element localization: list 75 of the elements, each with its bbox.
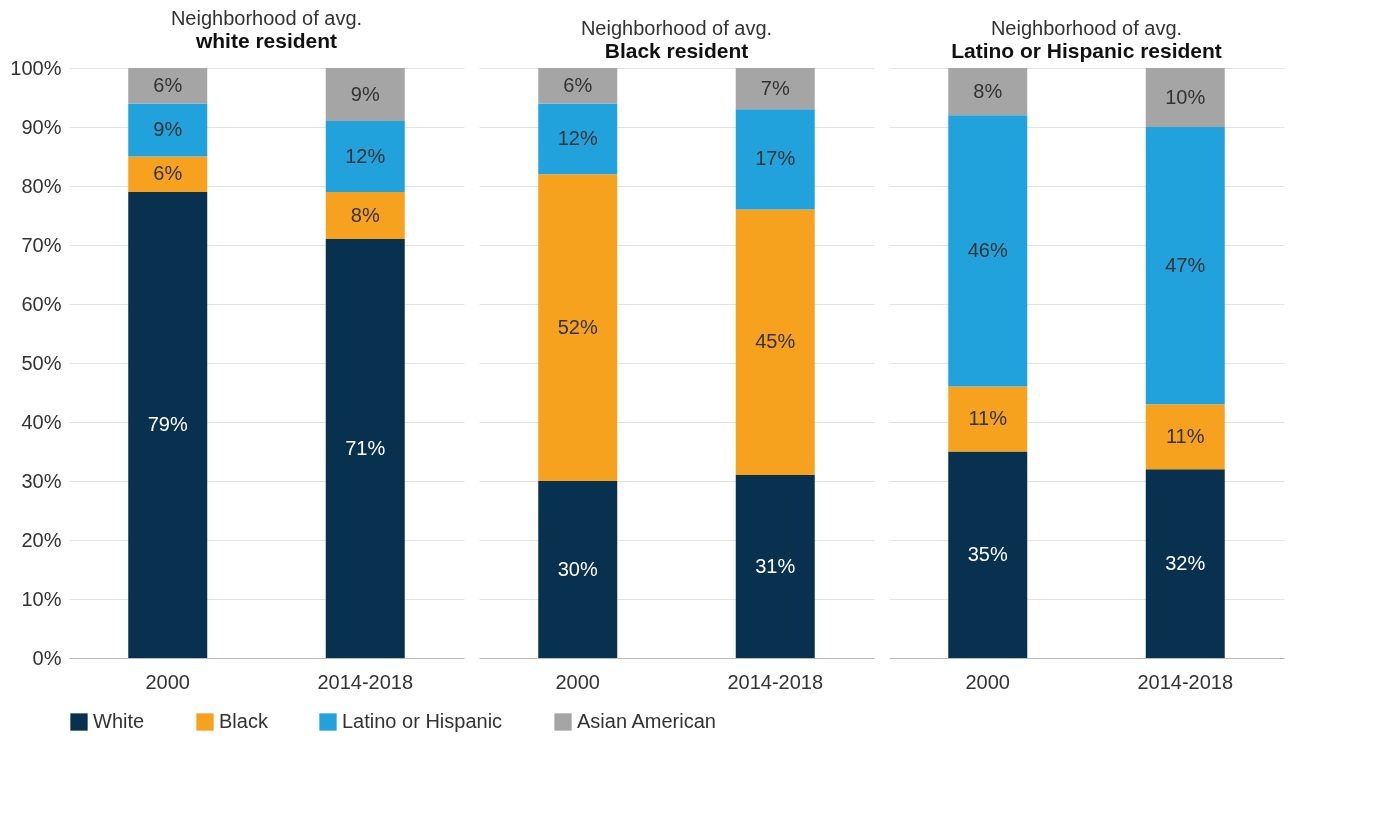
bar <box>325 239 405 658</box>
data-label: 71% <box>345 436 386 459</box>
y-tick-label: 30% <box>21 469 62 492</box>
chart-subtitle: white resident <box>194 29 338 52</box>
data-label: 12% <box>557 126 598 149</box>
chart-title: Neighborhood of avg. <box>170 7 363 29</box>
y-tick-label: 60% <box>21 292 62 315</box>
data-label: 30% <box>557 557 598 580</box>
data-label: 11% <box>968 407 1008 430</box>
data-label: 79% <box>147 412 188 435</box>
data-label: 11% <box>1165 424 1205 447</box>
bar <box>735 109 815 210</box>
data-label: 6% <box>153 162 183 185</box>
bar <box>128 156 208 192</box>
y-tick-label: 50% <box>21 351 62 374</box>
bar <box>128 103 208 157</box>
data-label: 9% <box>350 82 380 105</box>
data-label: 31% <box>755 554 796 577</box>
x-tick-label: 2000 <box>555 670 600 693</box>
data-label: 8% <box>350 203 380 226</box>
bar <box>948 115 1028 387</box>
y-tick-label: 70% <box>21 233 62 256</box>
y-tick-label: 80% <box>21 174 62 197</box>
bar <box>1145 68 1225 127</box>
x-tick-label: 2014-2018 <box>1137 670 1234 693</box>
legend-label: Latino or Hispanic <box>342 710 503 732</box>
y-tick-label: 10% <box>21 587 62 610</box>
bar <box>948 68 1028 116</box>
chart-subtitle: Latino or Hispanic resident <box>951 39 1222 62</box>
y-tick-label: 90% <box>21 115 62 138</box>
bar <box>128 191 208 658</box>
data-label: 6% <box>563 73 593 96</box>
chart-title: Neighborhood of avg. <box>580 17 773 39</box>
bar <box>538 68 618 104</box>
bar <box>1145 127 1225 405</box>
data-label: 32% <box>1165 551 1206 574</box>
bar <box>325 68 405 122</box>
data-label: 46% <box>967 238 1008 261</box>
data-label: 7% <box>760 76 790 99</box>
bar <box>735 209 815 476</box>
bar <box>948 451 1028 658</box>
bar <box>1145 404 1225 470</box>
data-label: 9% <box>153 117 183 140</box>
data-label: 47% <box>1165 253 1206 276</box>
data-label: 8% <box>973 79 1003 102</box>
y-tick-label: 20% <box>21 528 62 551</box>
x-tick-label: 2000 <box>145 670 190 693</box>
data-label: 45% <box>755 330 796 353</box>
data-label: 17% <box>755 147 796 170</box>
y-tick-label: 0% <box>32 646 62 669</box>
y-tick-label: 100% <box>10 56 62 79</box>
bar <box>325 191 405 240</box>
bar <box>538 481 618 658</box>
x-tick-label: 2014-2018 <box>727 670 824 693</box>
data-label: 52% <box>557 315 598 338</box>
bar <box>1145 469 1225 658</box>
chart-title: Neighborhood of avg. <box>990 17 1183 39</box>
data-label: 35% <box>967 542 1008 565</box>
data-label: 12% <box>345 144 386 167</box>
bar <box>325 121 405 192</box>
legend-label: White <box>93 710 145 732</box>
data-label: 6% <box>153 73 183 96</box>
bar <box>538 174 618 481</box>
bar <box>538 103 618 175</box>
x-tick-label: 2000 <box>965 670 1010 693</box>
bar <box>128 68 208 104</box>
bar <box>735 475 815 658</box>
chart-subtitle: Black resident <box>604 39 749 62</box>
data-label: 10% <box>1165 85 1206 108</box>
bar <box>735 68 815 110</box>
legend-label: Black <box>219 710 269 732</box>
bar <box>948 386 1028 452</box>
legend-label: Asian American <box>577 710 716 732</box>
y-tick-label: 40% <box>21 410 62 433</box>
x-tick-label: 2014-2018 <box>317 670 414 693</box>
